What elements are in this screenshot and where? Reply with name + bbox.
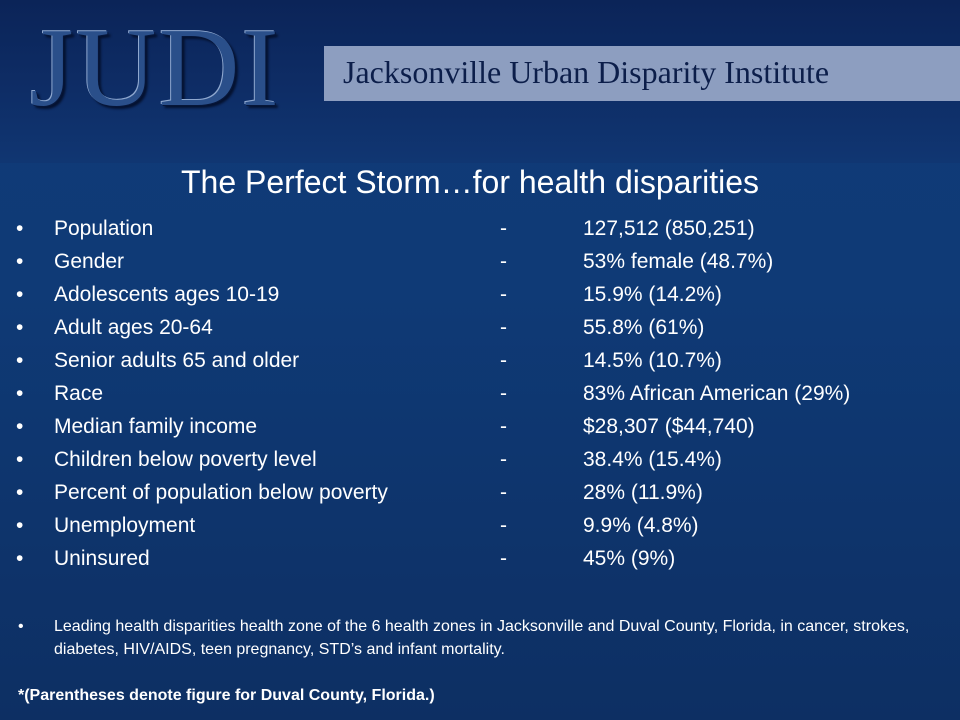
bullet-icon: • bbox=[16, 514, 24, 537]
stat-separator: - bbox=[500, 316, 507, 339]
stat-separator: - bbox=[500, 547, 507, 570]
stat-separator: - bbox=[500, 514, 507, 537]
stat-label: Unemployment bbox=[54, 514, 196, 537]
bullet-icon: • bbox=[16, 481, 24, 504]
stat-label: Uninsured bbox=[54, 547, 150, 570]
slide-title: The Perfect Storm…for health disparities bbox=[180, 164, 759, 200]
stat-label: Adult ages 20-64 bbox=[54, 316, 213, 339]
bullet-icon: • bbox=[18, 618, 24, 635]
stat-separator: - bbox=[500, 382, 507, 405]
note-text: Leading health disparities health zone o… bbox=[54, 618, 910, 658]
organization-name: Jacksonville Urban Disparity Institute bbox=[343, 54, 830, 90]
footnote: *(Parentheses denote figure for Duval Co… bbox=[18, 687, 435, 704]
bullet-icon: • bbox=[16, 283, 24, 306]
stat-value: 15.9% (14.2%) bbox=[583, 283, 722, 306]
stat-separator: - bbox=[500, 349, 507, 372]
judi-logo: JUDI bbox=[30, 6, 281, 130]
bullet-icon: • bbox=[16, 382, 24, 405]
stat-label: Adolescents ages 10-19 bbox=[54, 283, 280, 306]
stat-label: Percent of population below poverty bbox=[54, 481, 388, 504]
stat-value: 9.9% (4.8%) bbox=[583, 514, 699, 537]
stat-row: • Percent of population below poverty - 28%… bbox=[0, 476, 940, 509]
statistics-list: • Population - 127,512 (850,251) • Gender - 53%… bbox=[0, 212, 940, 575]
bullet-icon: • bbox=[16, 415, 24, 438]
stat-value: 83% African American (29%) bbox=[583, 382, 851, 405]
stat-separator: - bbox=[500, 283, 507, 306]
stat-row: • Unemployment - 9.9% (4.8%) bbox=[0, 509, 940, 542]
stat-value: 28% (11.9%) bbox=[583, 481, 703, 504]
stat-separator: - bbox=[500, 250, 507, 273]
stat-separator: - bbox=[500, 448, 507, 471]
stat-separator: - bbox=[500, 481, 507, 504]
bullet-icon: • bbox=[16, 448, 24, 471]
stat-label: Median family income bbox=[54, 415, 258, 438]
stat-row: • Senior adults 65 and older - 14.5% (10.7%… bbox=[0, 344, 940, 377]
stat-row: • Race - 83% African American (29%) bbox=[0, 377, 940, 410]
stat-value: 14.5% (10.7%) bbox=[583, 349, 722, 372]
stat-label: Senior adults 65 and older bbox=[54, 349, 300, 372]
stat-value: 38.4% (15.4%) bbox=[583, 448, 722, 471]
stat-value: 53% female (48.7%) bbox=[583, 250, 774, 273]
bullet-icon: • bbox=[16, 250, 24, 273]
stat-row: • Population - 127,512 (850,251) bbox=[0, 212, 940, 245]
organization-banner: Jacksonville Urban Disparity Institute bbox=[324, 46, 960, 101]
stat-label: Population bbox=[54, 217, 154, 240]
bullet-icon: • bbox=[16, 547, 24, 570]
stat-row: • Adolescents ages 10-19 - 15.9% (14.2%) bbox=[0, 278, 940, 311]
bullet-icon: • bbox=[16, 349, 24, 372]
stat-value: 45% (9%) bbox=[583, 547, 676, 570]
stat-label: Gender bbox=[54, 250, 125, 273]
bullet-icon: • bbox=[16, 217, 24, 240]
stat-separator: - bbox=[500, 217, 507, 240]
stat-row: • Median family income - $28,307 ($44,740) bbox=[0, 410, 940, 443]
stat-label: Children below poverty level bbox=[54, 448, 317, 471]
stat-value: 55.8% (61%) bbox=[583, 316, 705, 339]
stat-row: • Adult ages 20-64 - 55.8% (61%) bbox=[0, 311, 940, 344]
stat-label: Race bbox=[54, 382, 104, 405]
bullet-icon: • bbox=[16, 316, 24, 339]
stat-value: $28,307 ($44,740) bbox=[583, 415, 755, 438]
stat-separator: - bbox=[500, 415, 507, 438]
stat-value: 127,512 (850,251) bbox=[583, 217, 755, 240]
stat-row: • Gender - 53% female (48.7%) bbox=[0, 245, 940, 278]
stat-row: • Uninsured - 45% (9%) bbox=[0, 542, 940, 575]
header-band: JUDI Jacksonville Urban Disparity Instit… bbox=[0, 0, 960, 163]
stat-row: • Children below poverty level - 38.4% (15.… bbox=[0, 443, 940, 476]
